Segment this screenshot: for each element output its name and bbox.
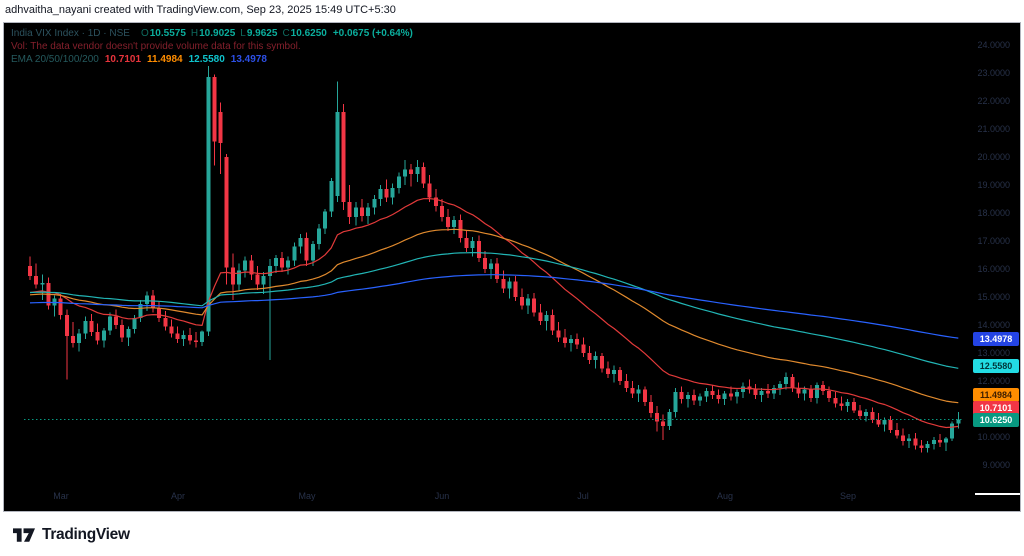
time-axis-label: Aug [716,491,734,501]
high-value: 10.9025 [199,28,236,39]
price-axis-label: 13.0000 [977,348,1010,358]
chart-area: India VIX Index · 1D · NSE O10.5575 H10.90… [3,22,1021,512]
symbol-legend-row[interactable]: India VIX Index · 1D · NSE O10.5575 H10.90… [11,27,413,40]
price-badge: 13.4978 [973,332,1019,346]
low-value: 9.9625 [246,28,278,39]
price-axis-label: 19.0000 [977,180,1010,190]
price-axis-label: 23.0000 [977,68,1010,78]
time-axis-label: Apr [170,491,186,501]
close-value: 10.6250 [290,28,327,39]
symbol-title: India VIX Index · 1D · NSE [11,28,130,39]
time-axis-label: Mar [53,491,69,501]
axis-corner-line [975,493,1020,495]
ema100-value: 12.5580 [188,54,225,65]
ema50-value: 11.4984 [147,54,183,65]
ema200-value: 13.4978 [230,54,267,65]
open-value: 10.5575 [149,28,186,39]
price-axis-label: 10.0000 [977,432,1010,442]
price-badge: 12.5580 [973,359,1019,373]
time-axis-label: May [298,491,316,501]
time-axis-label: Jun [434,491,450,501]
tradingview-logo-text: TradingView [42,526,130,543]
change-value: +0.0675 (+0.64%) [332,28,413,39]
price-axis-label: 12.0000 [977,376,1010,386]
price-axis-label: 20.0000 [977,152,1010,162]
open-label: O [140,28,149,39]
price-axis-label: 24.0000 [977,40,1010,50]
chart-legend: India VIX Index · 1D · NSE O10.5575 H10.90… [11,27,413,66]
price-badge: 11.4984 [973,388,1019,402]
low-label: L [240,28,246,39]
price-badge: 10.7101 [973,401,1019,415]
price-badge: 10.6250 [973,413,1019,427]
ema-indicator-label: EMA 20/50/100/200 [11,54,99,65]
candlestick-plot[interactable] [4,23,1020,511]
high-label: H [190,28,199,39]
ema-legend-row[interactable]: EMA 20/50/100/200 10.7101 11.4984 12.5580 13… [11,53,413,66]
volume-legend-row[interactable]: Vol: The data vendor doesn't provide vol… [11,41,301,52]
price-axis-label: 14.0000 [977,320,1010,330]
price-axis-label: 9.0000 [982,460,1010,470]
close-label: C [282,28,290,39]
ema20-value: 10.7101 [104,54,142,65]
attribution-text: adhvaitha_nayani created with TradingVie… [5,4,396,16]
tradingview-attribution[interactable]: TradingView [13,524,130,546]
price-axis-label: 16.0000 [977,264,1010,274]
price-axis-label: 17.0000 [977,236,1010,246]
price-axis-label: 15.0000 [977,292,1010,302]
price-axis-label: 21.0000 [977,124,1010,134]
time-axis-label: Jul [577,491,589,501]
time-axis-label: Sep [839,491,857,501]
tradingview-logo-icon [13,527,35,542]
price-axis-label: 22.0000 [977,96,1010,106]
price-axis-label: 18.0000 [977,208,1010,218]
